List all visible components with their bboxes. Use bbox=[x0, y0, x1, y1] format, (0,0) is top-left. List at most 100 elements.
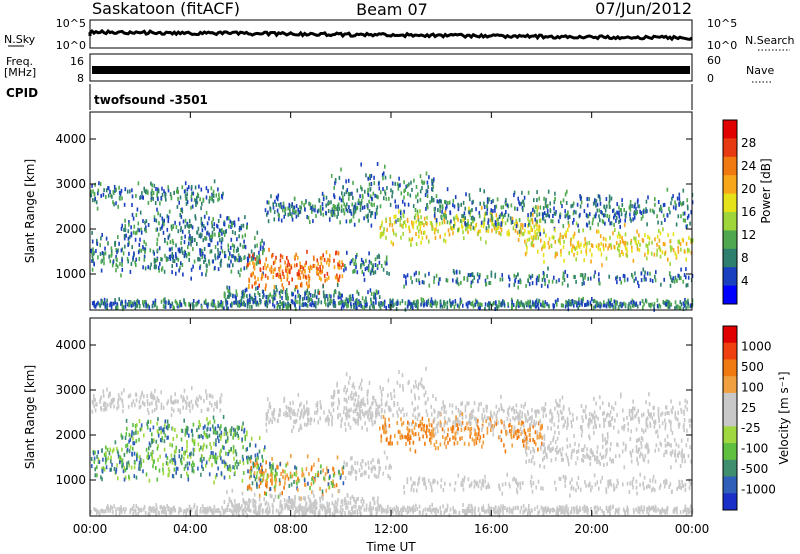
echo-cell bbox=[260, 469, 262, 474]
echo-cell bbox=[275, 273, 278, 278]
echo-cell bbox=[155, 227, 158, 232]
echo-cell bbox=[562, 303, 564, 308]
echo-cell bbox=[570, 242, 572, 247]
echo-cell bbox=[247, 302, 249, 306]
echo-cell bbox=[377, 290, 380, 295]
echo-cell bbox=[124, 218, 126, 223]
echo-cell bbox=[174, 399, 177, 404]
echo-cell bbox=[490, 273, 493, 278]
echo-cell bbox=[139, 404, 142, 409]
echo-cell bbox=[214, 401, 216, 406]
echo-cell bbox=[638, 204, 641, 209]
echo-cell bbox=[288, 203, 291, 208]
echo-cell bbox=[203, 247, 206, 251]
echo-cell bbox=[604, 208, 607, 213]
echo-cell bbox=[208, 457, 211, 462]
echo-cell bbox=[516, 207, 519, 212]
echo-cell bbox=[330, 481, 333, 485]
echo-cell bbox=[186, 428, 188, 433]
echo-cell bbox=[139, 427, 142, 432]
echo-cell bbox=[322, 206, 324, 211]
echo-cell bbox=[411, 220, 413, 225]
echo-cell bbox=[111, 462, 113, 467]
echo-cell bbox=[379, 231, 382, 236]
echo-cell bbox=[629, 199, 632, 204]
echo-cell bbox=[562, 198, 565, 203]
echo-cell bbox=[621, 198, 623, 203]
echo-cell bbox=[528, 274, 531, 279]
echo-cell bbox=[433, 177, 435, 182]
echo-cell bbox=[198, 257, 200, 262]
echo-cell bbox=[187, 474, 189, 479]
echo-cell bbox=[326, 470, 329, 475]
echo-cell bbox=[443, 214, 446, 219]
echo-cell bbox=[100, 301, 103, 306]
echo-cell bbox=[241, 291, 244, 296]
echo-cell bbox=[491, 228, 493, 233]
echo-cell bbox=[514, 278, 517, 283]
echo-cell bbox=[350, 218, 353, 223]
echo-cell bbox=[604, 213, 606, 218]
echo-cell bbox=[495, 301, 497, 306]
echo-cell bbox=[370, 261, 372, 265]
echo-cell bbox=[225, 439, 227, 444]
echo-cell bbox=[430, 404, 432, 409]
echo-cell bbox=[353, 222, 356, 227]
echo-cell bbox=[536, 198, 538, 203]
echo-cell bbox=[312, 207, 314, 212]
echo-cell bbox=[532, 300, 534, 305]
echo-cell bbox=[149, 443, 152, 448]
echo-cell bbox=[238, 228, 241, 232]
echo-cell bbox=[498, 300, 500, 305]
echo-cell bbox=[619, 235, 621, 240]
echo-cell bbox=[137, 227, 139, 232]
echo-cell bbox=[245, 265, 248, 270]
echo-cell bbox=[313, 263, 316, 268]
echo-cell bbox=[612, 208, 615, 213]
echo-cell bbox=[293, 301, 296, 306]
echo-cell bbox=[231, 223, 233, 228]
echo-cell bbox=[140, 248, 143, 253]
echo-cell bbox=[599, 218, 601, 223]
echo-cell bbox=[668, 300, 670, 305]
echo-cell bbox=[335, 207, 338, 211]
echo-cell bbox=[247, 260, 249, 264]
echo-cell bbox=[158, 246, 161, 251]
echo-cell bbox=[346, 387, 349, 392]
echo-cell bbox=[260, 276, 263, 281]
echo-cell bbox=[300, 413, 302, 418]
echo-cell bbox=[338, 206, 340, 211]
echo-cell bbox=[255, 302, 258, 307]
echo-cell bbox=[136, 303, 138, 308]
echo-cell bbox=[605, 243, 607, 248]
echo-cell bbox=[381, 302, 383, 307]
echo-cell bbox=[274, 477, 276, 482]
echo-cell bbox=[320, 211, 322, 216]
echo-cell bbox=[339, 472, 341, 477]
echo-cell bbox=[523, 428, 526, 433]
echo-cell bbox=[93, 191, 96, 196]
echo-cell bbox=[479, 305, 481, 310]
nsky-series-line bbox=[88, 28, 693, 42]
echo-cell bbox=[477, 232, 479, 237]
freq-tick-bottom: 8 bbox=[77, 72, 84, 85]
echo-cell bbox=[150, 198, 152, 202]
echo-cell bbox=[153, 396, 156, 401]
echo-cell bbox=[478, 432, 480, 436]
echo-cell bbox=[676, 278, 678, 283]
echo-cell bbox=[242, 300, 245, 305]
echo-cell bbox=[678, 305, 681, 310]
echo-cell bbox=[407, 191, 409, 196]
echo-cell bbox=[217, 424, 219, 429]
echo-cell bbox=[203, 254, 206, 259]
echo-cell bbox=[276, 471, 278, 476]
echo-cell bbox=[337, 251, 340, 256]
echo-cell bbox=[470, 284, 472, 289]
echo-cell bbox=[262, 266, 265, 271]
echo-cell bbox=[179, 228, 182, 233]
echo-cell bbox=[221, 459, 224, 464]
echo-cell bbox=[105, 445, 107, 450]
echo-cell bbox=[524, 239, 526, 244]
velocity-data-layer bbox=[90, 366, 694, 518]
echo-cell bbox=[100, 236, 102, 241]
